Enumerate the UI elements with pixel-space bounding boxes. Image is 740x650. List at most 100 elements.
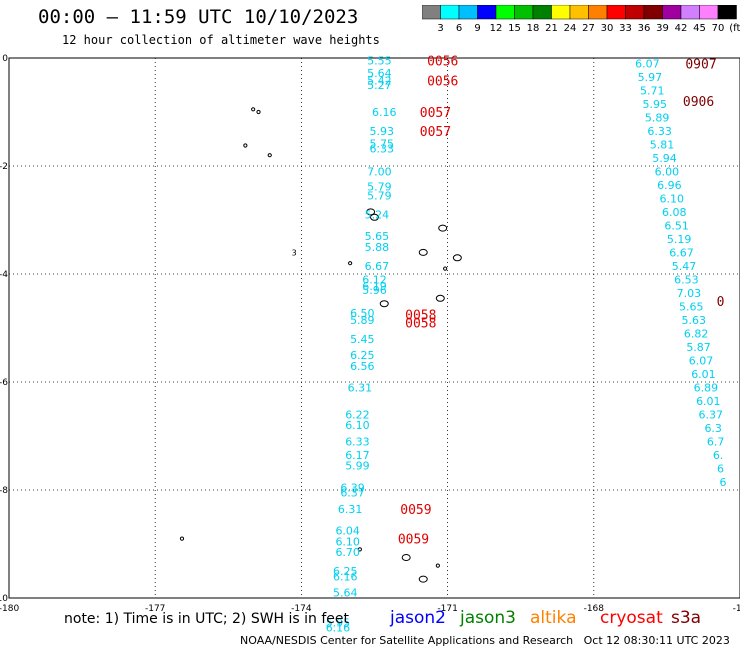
- swh-value: 6.70: [335, 546, 360, 559]
- swh-value: 6.16: [372, 106, 397, 119]
- island-outline: [379, 300, 389, 308]
- swh-value: 5.55: [367, 55, 392, 68]
- island-outline: [370, 213, 379, 221]
- x-tick-label: -177: [145, 604, 165, 614]
- colorbar-tick-label: 30: [601, 23, 614, 34]
- swh-value: 5.65: [365, 230, 390, 243]
- swh-value: 5.99: [345, 460, 370, 473]
- pass-time-label: 0056: [427, 75, 458, 90]
- swh-value: 6.7: [707, 435, 725, 448]
- colorbar-unit: (ft): [729, 23, 740, 34]
- colorbar-tick-label: 33: [619, 23, 632, 34]
- y-tick-label: -8: [0, 486, 8, 496]
- swh-value: 6.10: [345, 419, 370, 432]
- swh-value: 6.33: [345, 435, 370, 448]
- swh-value: 6.96: [657, 179, 682, 192]
- swh-value: 6.04: [335, 525, 360, 538]
- pass-time-label: 0058: [405, 317, 436, 332]
- swh-value: 5.89: [645, 111, 670, 124]
- swh-value: 5.79: [367, 181, 392, 194]
- swh-value: 6.22: [345, 408, 370, 421]
- swh-value: 6.37: [699, 408, 724, 421]
- satellite-legend-item: s3a: [671, 608, 702, 628]
- y-tick-label: -6: [0, 378, 8, 388]
- island-outline: [443, 266, 448, 271]
- island-outline: [267, 153, 272, 158]
- swh-value: 5.42: [367, 75, 392, 88]
- island-outline: [418, 575, 428, 583]
- y-tick-label: -4: [0, 270, 8, 280]
- colorbar-tick-label: 21: [545, 23, 558, 34]
- swh-value: 6.67: [365, 260, 390, 273]
- swh-value: 5.94: [652, 152, 677, 165]
- swh-value: 5.65: [679, 300, 704, 313]
- swh-value: 5.24: [365, 209, 390, 222]
- swh-value: 5.88: [365, 241, 390, 254]
- swh-value: 6.25: [333, 565, 358, 578]
- pass-time-label: 0059: [398, 533, 429, 548]
- island-outline: [435, 294, 445, 302]
- colorbar-tick-label: 15: [508, 23, 521, 34]
- swh-value: 6.50: [350, 307, 375, 320]
- swh-value: 6.01: [691, 368, 716, 381]
- x-tick-label: -16: [733, 604, 740, 614]
- colorbar-tick-label: 45: [693, 23, 706, 34]
- swh-value: 5.71: [640, 84, 665, 97]
- swh-value: 5.27: [367, 79, 392, 92]
- swh-value: 5.95: [642, 98, 667, 111]
- satellite-legend-item: cryosat: [600, 608, 663, 628]
- swh-value: 6.37: [340, 487, 365, 500]
- swh-value: 6.16: [333, 570, 358, 583]
- swh-value: 6.31: [348, 381, 373, 394]
- swh-value: 6.33: [647, 125, 672, 138]
- swh-value: 6.89: [694, 381, 719, 394]
- island-outline: [357, 547, 362, 552]
- swh-value: 6: [719, 476, 726, 489]
- swh-value: 6.10: [660, 192, 685, 205]
- swh-value: 6.51: [664, 219, 689, 232]
- island-outline: [401, 554, 411, 561]
- swh-value: 6.01: [696, 395, 721, 408]
- colorbar-tick-label: 9: [474, 23, 480, 34]
- satellite-legend-item: altika: [530, 608, 577, 628]
- swh-value: 5.64: [333, 587, 358, 600]
- pass-time-label: 0059: [400, 503, 431, 518]
- swh-value: 5.47: [672, 260, 697, 273]
- swh-value: 6.67: [669, 246, 694, 259]
- swh-value: 6.08: [662, 206, 687, 219]
- colorbar-tick-label: 6: [456, 23, 462, 34]
- swh-value: 5.81: [650, 138, 675, 151]
- swh-value: 5.95: [326, 616, 351, 629]
- pass-time-label: 0056: [427, 55, 458, 70]
- x-tick-label: -171: [437, 604, 457, 614]
- swh-value: 5.19: [667, 233, 692, 246]
- swh-value: 6.16: [326, 622, 351, 635]
- swh-value: 5.89: [350, 314, 375, 327]
- y-tick-label: 0: [2, 54, 8, 64]
- x-tick-label: -180: [0, 604, 19, 614]
- swh-value: 6.17: [345, 449, 370, 462]
- island-outline: [435, 563, 440, 568]
- swh-value: 5.93: [370, 125, 395, 138]
- pass-time-label: 0906: [683, 95, 714, 110]
- swh-value: 6.3: [704, 422, 722, 435]
- map-label: 3: [292, 248, 297, 257]
- swh-value: 6.25: [350, 349, 375, 362]
- pass-time-label: 0058: [405, 309, 436, 324]
- swh-value: 6.10: [335, 535, 360, 548]
- island-outline: [251, 107, 256, 112]
- swh-value: 6.19: [362, 280, 387, 293]
- swh-value: 5.63: [681, 314, 706, 327]
- colorbar-tick-label: 36: [638, 23, 651, 34]
- pass-time-label: 0057: [420, 125, 451, 140]
- colorbar-tick-label: 42: [675, 23, 688, 34]
- island-outline: [256, 109, 261, 115]
- satellite-legend-item: jason2: [390, 608, 446, 628]
- swh-value: 7.00: [367, 165, 392, 178]
- note-text: note: 1) Time is in UTC; 2) SWH is in fe…: [64, 611, 350, 627]
- island-outline: [452, 254, 462, 262]
- island-outline: [438, 224, 448, 232]
- swh-value: 5.87: [686, 341, 711, 354]
- swh-value: 6.31: [338, 503, 363, 516]
